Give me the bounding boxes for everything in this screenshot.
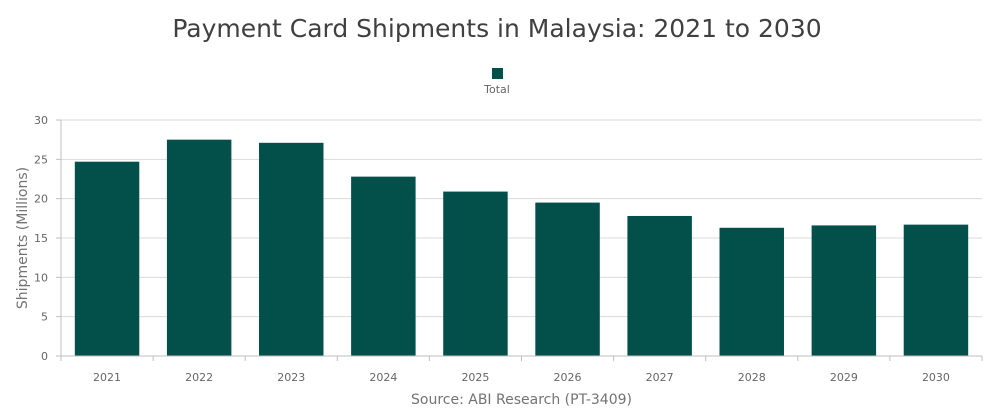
legend: Total <box>0 68 994 96</box>
y-tick-label: 25 <box>34 153 48 166</box>
x-tick-label: 2023 <box>277 371 305 384</box>
bar-2024[interactable] <box>351 176 416 356</box>
chart-title: Payment Card Shipments in Malaysia: 2021… <box>172 14 822 43</box>
bar-2026[interactable] <box>535 202 600 356</box>
source-caption: Source: ABI Research (PT-3409) <box>411 392 632 408</box>
x-tick-label: 2029 <box>830 371 858 384</box>
x-tick-label: 2028 <box>738 371 766 384</box>
legend-swatch-total <box>491 68 503 79</box>
y-tick-label: 20 <box>34 193 48 206</box>
bar-2027[interactable] <box>627 215 692 356</box>
x-tick-label: 2022 <box>185 371 213 384</box>
y-tick-label: 15 <box>34 232 48 245</box>
x-tick-label: 2026 <box>554 371 582 384</box>
x-tick-label: 2024 <box>369 371 397 384</box>
x-tick-label: 2025 <box>461 371 489 384</box>
bar-2023[interactable] <box>259 142 324 356</box>
legend-label-total: Total <box>484 83 510 96</box>
bar-2022[interactable] <box>166 139 232 356</box>
y-axis-title: Shipments (Millions) <box>15 167 31 309</box>
x-tick-label: 2021 <box>93 371 121 384</box>
bar-2021[interactable] <box>74 161 140 356</box>
x-tick-label: 2030 <box>922 371 950 384</box>
y-tick-label: 5 <box>41 311 48 324</box>
y-tick-label: 0 <box>41 350 48 363</box>
x-tick-label: 2027 <box>646 371 674 384</box>
y-tick-label: 30 <box>34 114 48 127</box>
bar-2029[interactable] <box>811 225 877 356</box>
bar-2028[interactable] <box>719 227 784 356</box>
y-tick-label: 10 <box>34 271 48 284</box>
bar-2030[interactable] <box>903 224 969 356</box>
bar-2025[interactable] <box>443 191 508 356</box>
